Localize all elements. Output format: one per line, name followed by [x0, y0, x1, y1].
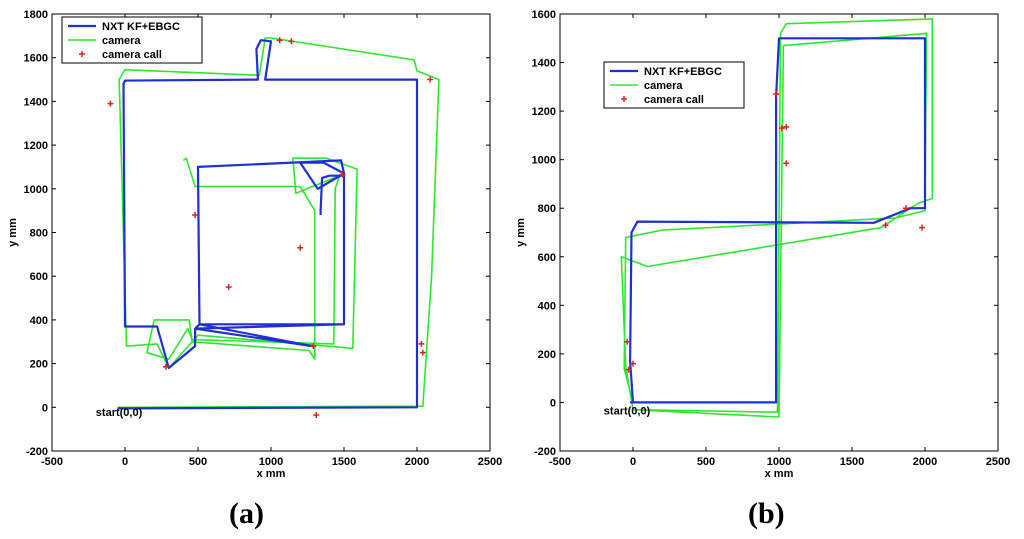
y-tick-label: 200 — [538, 349, 556, 361]
camera-call-marker — [882, 222, 889, 229]
series-kf-line — [629, 37, 927, 404]
x-axis-label: x mm — [765, 468, 794, 480]
y-tick-label: 800 — [538, 203, 556, 215]
camera-call-marker — [919, 224, 926, 231]
x-tick-label: 500 — [189, 456, 207, 468]
x-tick-label: 2000 — [405, 456, 429, 468]
start-annotation: start(0,0) — [96, 407, 143, 419]
y-tick-label: 1600 — [532, 9, 556, 21]
x-tick-label: 2000 — [913, 456, 937, 468]
y-tick-label: 1000 — [24, 184, 48, 196]
start-annotation: start(0,0) — [604, 406, 651, 418]
legend-marker — [79, 51, 85, 57]
y-tick-label: 400 — [538, 300, 556, 312]
x-tick-label: 0 — [122, 456, 128, 468]
x-tick-label: 500 — [697, 456, 715, 468]
plot-area — [107, 37, 440, 418]
y-axis-label: y mm — [515, 218, 527, 247]
x-tick-label: 0 — [630, 456, 636, 468]
camera-call-marker — [783, 123, 790, 130]
x-axis-label: x mm — [257, 468, 286, 480]
camera-call-marker — [419, 349, 426, 356]
camera-call-marker — [339, 171, 346, 178]
x-tick-label: 2500 — [986, 456, 1010, 468]
camera-call-marker — [313, 411, 320, 418]
camera-call-marker — [310, 343, 317, 350]
camera-call-marker — [427, 76, 434, 83]
y-tick-label: 0 — [550, 397, 556, 409]
y-tick-label: 1400 — [532, 58, 556, 70]
camera-call-marker — [418, 340, 425, 347]
legend-label: NXT KF+EBGC — [644, 66, 722, 78]
y-tick-label: 600 — [30, 271, 48, 283]
camera-call-marker — [107, 100, 114, 107]
camera-call-marker — [625, 366, 632, 373]
camera-call-marker — [288, 38, 295, 45]
legend-marker — [621, 96, 627, 102]
camera-call-marker — [276, 37, 283, 44]
y-tick-label: 1800 — [24, 9, 48, 21]
camera-call-marker — [162, 363, 169, 370]
y-axis-label: y mm — [7, 218, 19, 247]
series-kf-line — [117, 39, 419, 410]
x-tick-label: -500 — [41, 456, 63, 468]
y-tick-label: 600 — [538, 252, 556, 264]
x-tick-label: 1000 — [767, 456, 791, 468]
camera-call-marker — [783, 160, 790, 167]
y-tick-label: 1200 — [24, 140, 48, 152]
y-tick-label: 800 — [30, 228, 48, 240]
y-tick-label: 1000 — [532, 155, 556, 167]
camera-call-marker — [297, 244, 304, 251]
camera-call-marker — [624, 338, 631, 345]
y-tick-label: 200 — [30, 359, 48, 371]
x-tick-label: 1000 — [259, 456, 283, 468]
legend-label: camera call — [644, 94, 704, 106]
y-tick-label: -200 — [26, 446, 48, 458]
y-tick-label: 1200 — [532, 106, 556, 118]
x-tick-label: 1500 — [840, 456, 864, 468]
legend-label: camera call — [102, 49, 162, 61]
camera-call-marker — [773, 91, 780, 98]
panel-label-b: (b) — [748, 497, 785, 530]
camera-call-marker — [778, 125, 785, 132]
series-camera-line — [620, 18, 934, 418]
y-tick-label: 0 — [42, 402, 48, 414]
series-camera-line — [117, 37, 440, 409]
camera-call-marker — [225, 284, 232, 291]
camera-call-marker — [630, 360, 636, 367]
camera-call-marker — [192, 212, 199, 219]
legend-label: camera — [644, 80, 683, 92]
y-tick-label: 400 — [30, 315, 48, 327]
x-tick-label: 2500 — [478, 456, 502, 468]
legend: NXT KF+EBGC camera camera call — [603, 61, 745, 109]
y-tick-label: -200 — [534, 446, 556, 458]
y-tick-label: 1400 — [24, 96, 48, 108]
x-tick-label: 1500 — [332, 456, 356, 468]
legend: NXT KF+EBGC camera camera call — [61, 16, 203, 64]
panel-label-a: (a) — [229, 497, 264, 530]
camera-call-marker — [903, 205, 910, 212]
chart-panel-0: -500 0 500 1000 1500 2000 2500 -200 0 200 400 600 80… — [7, 9, 502, 480]
y-tick-label: 1600 — [24, 53, 48, 65]
x-tick-label: -500 — [549, 456, 571, 468]
legend-label: NXT KF+EBGC — [102, 21, 180, 33]
plot-area — [620, 18, 934, 418]
chart-panel-1: -500 0 500 1000 1500 2000 2500 -200 0 200 400 600 80… — [515, 9, 1010, 480]
legend-label: camera — [102, 35, 141, 47]
